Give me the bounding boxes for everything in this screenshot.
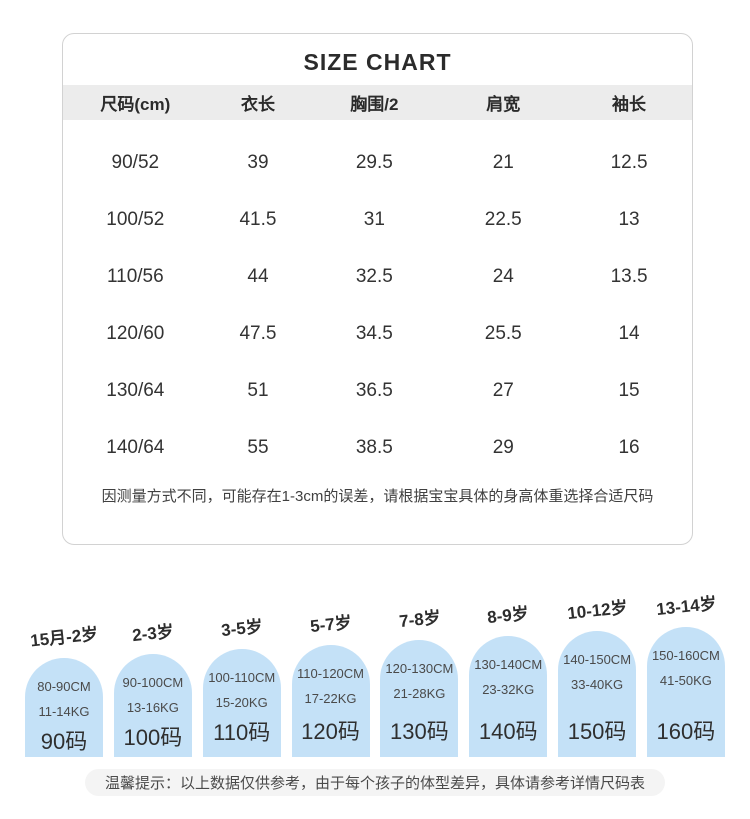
size-table-header-row: 尺码(cm) 衣长 胸围/2 肩宽 袖长 <box>63 85 692 120</box>
size-table-body: 90/52 39 29.5 21 12.5 100/52 41.5 31 22.5 13 110/5… <box>63 120 692 476</box>
table-cell: 24 <box>492 265 514 287</box>
table-row: 120/60 47.5 34.5 25.5 14 <box>63 305 692 362</box>
age-size-item: 7-8岁 120-130CM 21-28KG 130码 <box>380 605 459 757</box>
table-cell: 39 <box>247 151 269 173</box>
height-range: 100-110CM <box>208 670 276 685</box>
table-cell: 90/52 <box>111 151 160 173</box>
size-pill: 130-140CM 23-32KG 140码 <box>469 636 548 757</box>
age-size-item: 3-5岁 100-110CM 15-20KG 110码 <box>202 614 281 757</box>
weight-range: 33-40KG <box>571 677 624 692</box>
table-cell: 38.5 <box>355 436 393 458</box>
age-range-label: 3-5岁 <box>220 616 264 641</box>
footer-tip-bar: 温馨提示：以上数据仅供参考，由于每个孩子的体型差异，具体请参考详情尺码表 <box>85 769 665 796</box>
height-range: 90-100CM <box>122 675 184 690</box>
table-cell: 29 <box>492 436 514 458</box>
age-range-label: 8-9岁 <box>486 603 531 628</box>
size-code: 100码 <box>123 725 183 750</box>
table-cell: 100/52 <box>106 208 165 230</box>
table-cell: 32.5 <box>355 265 393 287</box>
size-code: 160码 <box>656 719 716 744</box>
height-range: 120-130CM <box>385 661 454 676</box>
column-header: 袖长 <box>612 95 647 114</box>
table-cell: 47.5 <box>239 322 277 344</box>
age-range-label: 15月-2岁 <box>29 624 100 651</box>
size-code: 150码 <box>567 719 627 744</box>
size-pill: 110-120CM 17-22KG 120码 <box>291 645 370 757</box>
size-chart-card: SIZE CHART 尺码(cm) 衣长 胸围/2 肩宽 袖长 90/52 39 29.5 2… <box>62 33 693 545</box>
height-range: 110-120CM <box>297 666 365 681</box>
age-size-item: 5-7岁 110-120CM 17-22KG 120码 <box>291 610 370 757</box>
footer-tip-text: 温馨提示：以上数据仅供参考，由于每个孩子的体型差异，具体请参考详情尺码表 <box>104 775 645 792</box>
table-cell: 55 <box>247 436 269 458</box>
weight-range: 21-28KG <box>393 686 446 701</box>
height-range: 130-140CM <box>474 657 543 672</box>
age-range-label: 13-14岁 <box>655 593 718 620</box>
table-cell: 27 <box>492 379 514 401</box>
size-code: 90码 <box>40 729 88 754</box>
table-cell: 15 <box>618 379 640 401</box>
table-row: 140/64 55 38.5 29 16 <box>63 419 692 476</box>
age-range-label: 7-8岁 <box>397 607 442 632</box>
age-size-item: 8-9岁 130-140CM 23-32KG 140码 <box>469 601 548 757</box>
weight-range: 41-50KG <box>659 673 712 688</box>
column-header: 尺码(cm) <box>100 95 171 114</box>
column-header: 衣长 <box>240 95 275 114</box>
table-cell: 140/64 <box>106 436 165 458</box>
column-header: 胸围/2 <box>350 95 399 114</box>
size-code: 120码 <box>301 719 360 744</box>
table-cell: 44 <box>247 265 269 287</box>
table-cell: 36.5 <box>355 379 393 401</box>
table-row: 130/64 51 36.5 27 15 <box>63 362 692 419</box>
chart-title: SIZE CHART <box>303 49 452 75</box>
column-header: 肩宽 <box>486 95 521 114</box>
table-cell: 14 <box>618 322 640 344</box>
size-pill: 150-160CM 41-50KG 160码 <box>646 627 725 757</box>
age-range-label: 5-7岁 <box>309 612 353 637</box>
size-code: 130码 <box>390 719 449 744</box>
size-pill: 100-110CM 15-20KG 110码 <box>202 649 281 757</box>
weight-range: 13-16KG <box>126 700 179 715</box>
table-row: 110/56 44 32.5 24 13.5 <box>63 248 692 305</box>
table-cell: 29.5 <box>355 151 393 173</box>
measurement-tolerance-note: 因测量方式不同，可能存在1-3cm的误差，请根据宝宝具体的身高体重选择合适尺码 <box>101 488 654 505</box>
age-size-item: 10-12岁 140-150CM 33-40KG 150码 <box>558 596 637 757</box>
table-cell: 120/60 <box>106 322 165 344</box>
table-cell: 110/56 <box>106 265 164 287</box>
table-cell: 25.5 <box>484 322 522 344</box>
table-cell: 16 <box>618 436 640 458</box>
weight-range: 11-14KG <box>38 704 90 719</box>
age-size-guide: 15月-2岁 80-90CM 11-14KG 90码 2-3岁 90-100CM 13-16… <box>25 592 725 757</box>
table-cell: 41.5 <box>239 208 277 230</box>
size-pill: 120-130CM 21-28KG 130码 <box>380 640 459 757</box>
size-pill: 80-90CM 11-14KG 90码 <box>25 658 103 757</box>
table-cell: 12.5 <box>610 151 648 173</box>
table-cell: 21 <box>492 151 514 173</box>
height-range: 80-90CM <box>37 679 91 694</box>
weight-range: 23-32KG <box>482 682 535 697</box>
table-cell: 31 <box>363 208 385 230</box>
table-row: 90/52 39 29.5 21 12.5 <box>63 134 692 191</box>
age-size-item: 13-14岁 150-160CM 41-50KG 160码 <box>646 592 725 757</box>
table-cell: 13 <box>618 208 640 230</box>
weight-range: 17-22KG <box>304 691 357 706</box>
table-cell: 51 <box>247 379 269 401</box>
table-row: 100/52 41.5 31 22.5 13 <box>63 191 692 248</box>
table-cell: 34.5 <box>355 322 393 344</box>
weight-range: 15-20KG <box>215 695 268 710</box>
size-pill: 140-150CM 33-40KG 150码 <box>558 631 637 757</box>
size-code: 140码 <box>478 719 538 744</box>
age-range-label: 2-3岁 <box>131 621 175 646</box>
table-cell: 22.5 <box>484 208 522 230</box>
height-range: 140-150CM <box>563 652 632 667</box>
age-size-item: 15月-2岁 80-90CM 11-14KG 90码 <box>25 623 103 757</box>
size-pill: 90-100CM 13-16KG 100码 <box>113 654 192 757</box>
age-range-label: 10-12岁 <box>566 597 629 624</box>
table-cell: 130/64 <box>106 379 165 401</box>
table-cell: 13.5 <box>610 265 648 287</box>
age-size-item: 2-3岁 90-100CM 13-16KG 100码 <box>113 619 192 757</box>
height-range: 150-160CM <box>651 648 720 663</box>
size-code: 110码 <box>213 720 271 745</box>
